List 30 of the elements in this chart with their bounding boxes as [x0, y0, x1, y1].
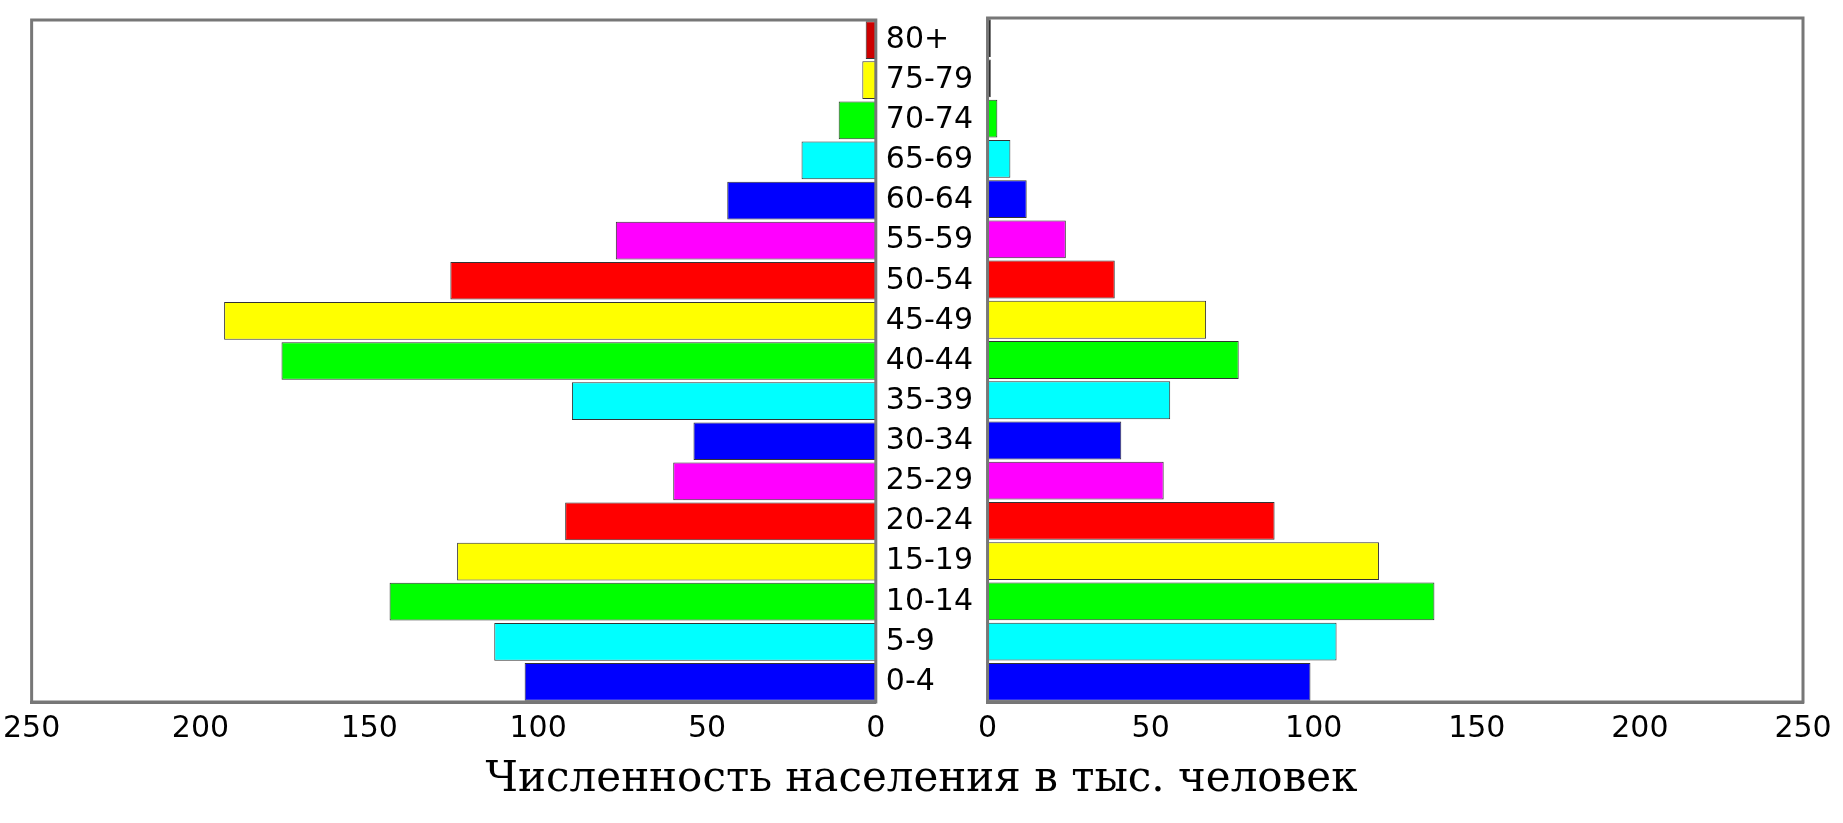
y-tick-label: 50-54: [885, 260, 974, 296]
y-tick-label: 65-69: [885, 140, 974, 176]
x-tick-label: 250: [1774, 708, 1832, 744]
x-tick-label: 250: [3, 708, 61, 744]
y-tick-label: 20-24: [885, 501, 974, 537]
x-tick-label: 50: [687, 708, 727, 744]
x-axis-title: Численность населения в тыс. человек: [484, 752, 1359, 801]
x-tick-label: 150: [1448, 708, 1506, 744]
y-tick-label: 55-59: [885, 220, 974, 256]
y-tick-label: 30-34: [885, 421, 974, 457]
y-tick-label: 35-39: [885, 380, 974, 416]
y-tick-label: 75-79: [885, 59, 974, 95]
y-tick-label: 0-4: [885, 661, 935, 697]
y-tick-label: 15-19: [885, 541, 974, 577]
y-tick-label: 25-29: [885, 461, 974, 497]
y-tick-label: 10-14: [885, 581, 974, 617]
x-tick-label: 200: [1611, 708, 1669, 744]
x-tick-label: 150: [340, 708, 398, 744]
y-tick-label: 80+: [885, 19, 950, 55]
y-tick-label: 40-44: [885, 340, 974, 376]
y-tick-label: 45-49: [885, 300, 974, 336]
x-tick-label: 50: [1131, 708, 1170, 744]
x-tick-label: 0: [978, 708, 998, 744]
y-tick-label: 70-74: [885, 100, 974, 136]
x-tick-label: 0: [866, 708, 886, 744]
x-tick-label: 200: [171, 708, 230, 744]
y-tick-label: 60-64: [885, 180, 974, 216]
y-tick-label: 5-9: [885, 621, 935, 657]
x-tick-label: 100: [1285, 708, 1343, 744]
x-tick-label: 100: [509, 708, 567, 744]
